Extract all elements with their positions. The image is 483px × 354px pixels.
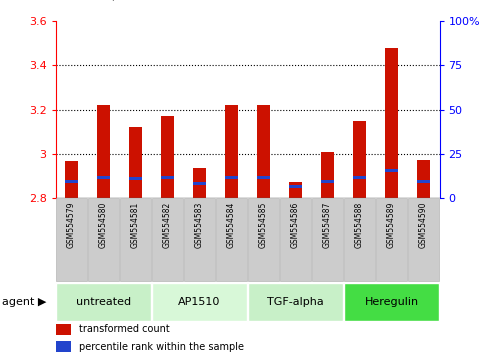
Bar: [193, 182, 206, 185]
Bar: [161, 116, 174, 198]
Bar: [225, 105, 238, 198]
Text: transformed count: transformed count: [79, 325, 170, 335]
Text: GSM554585: GSM554585: [259, 201, 268, 248]
Bar: [417, 180, 430, 183]
Text: TGF-alpha: TGF-alpha: [267, 297, 324, 307]
Bar: [353, 176, 366, 179]
Text: GSM554581: GSM554581: [131, 201, 140, 248]
Bar: [344, 198, 375, 281]
Bar: [65, 180, 78, 183]
Bar: [289, 184, 302, 188]
Bar: [257, 105, 270, 198]
Bar: [248, 283, 343, 320]
Bar: [161, 176, 174, 179]
Bar: [280, 198, 311, 281]
Bar: [56, 198, 87, 281]
Text: GSM554587: GSM554587: [323, 201, 332, 248]
Bar: [225, 176, 238, 179]
Bar: [152, 198, 183, 281]
Bar: [129, 127, 142, 198]
Bar: [88, 198, 119, 281]
Bar: [289, 182, 302, 198]
Text: GSM554586: GSM554586: [291, 201, 300, 248]
Bar: [417, 160, 430, 198]
Bar: [193, 169, 206, 198]
Text: GSM554589: GSM554589: [387, 201, 396, 248]
Text: GSM554579: GSM554579: [67, 201, 76, 248]
Bar: [97, 176, 110, 179]
Bar: [312, 198, 343, 281]
Bar: [152, 283, 247, 320]
Bar: [56, 324, 71, 335]
Bar: [248, 198, 279, 281]
Bar: [56, 341, 71, 353]
Bar: [408, 198, 439, 281]
Text: untreated: untreated: [76, 297, 131, 307]
Bar: [344, 283, 439, 320]
Bar: [120, 198, 151, 281]
Text: agent ▶: agent ▶: [2, 297, 47, 307]
Text: GSM554588: GSM554588: [355, 201, 364, 248]
Text: GDS4361 / 8146330: GDS4361 / 8146330: [46, 0, 180, 2]
Text: Heregulin: Heregulin: [365, 297, 419, 307]
Bar: [353, 121, 366, 198]
Text: GSM554580: GSM554580: [99, 201, 108, 248]
Text: GSM554583: GSM554583: [195, 201, 204, 248]
Bar: [184, 198, 215, 281]
Bar: [65, 161, 78, 198]
Bar: [321, 180, 334, 183]
Text: AP1510: AP1510: [178, 297, 221, 307]
Bar: [129, 177, 142, 180]
Bar: [257, 176, 270, 179]
Text: percentile rank within the sample: percentile rank within the sample: [79, 342, 243, 352]
Bar: [56, 283, 151, 320]
Bar: [385, 48, 398, 198]
Bar: [385, 169, 398, 172]
Text: GSM554590: GSM554590: [419, 201, 428, 248]
Bar: [97, 105, 110, 198]
Bar: [216, 198, 247, 281]
Bar: [376, 198, 407, 281]
Bar: [321, 152, 334, 198]
Text: GSM554584: GSM554584: [227, 201, 236, 248]
Text: GSM554582: GSM554582: [163, 201, 172, 248]
